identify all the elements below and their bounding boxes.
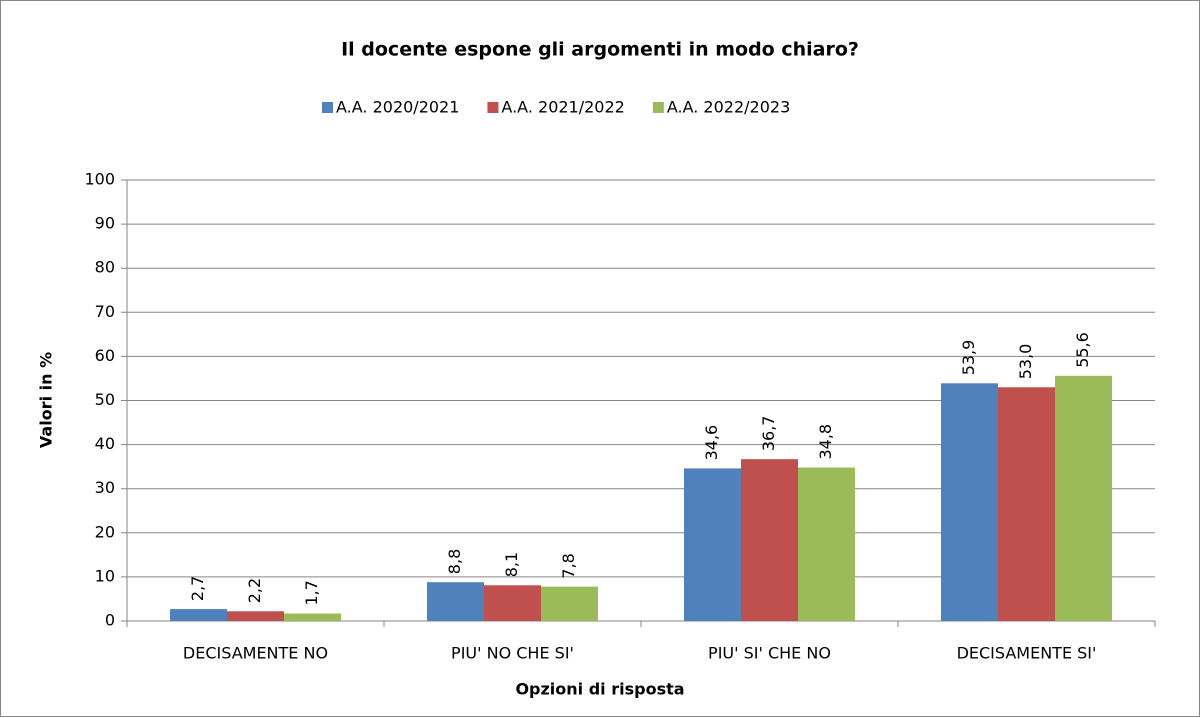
y-tick-label: 70 xyxy=(95,302,115,321)
legend-swatch xyxy=(322,102,333,113)
x-tick-label: DECISAMENTE NO xyxy=(183,644,328,663)
bar xyxy=(427,582,484,621)
data-label: 2,7 xyxy=(188,576,207,601)
data-label: 8,1 xyxy=(502,552,521,577)
y-tick-label: 20 xyxy=(95,522,115,541)
bar xyxy=(227,611,284,621)
y-tick-label: 30 xyxy=(95,478,115,497)
x-axis-label: Opzioni di risposta xyxy=(515,680,684,699)
chart-title: Il docente espone gli argomenti in modo … xyxy=(341,39,859,61)
data-label: 2,2 xyxy=(245,578,264,603)
x-tick-label: DECISAMENTE SI' xyxy=(957,644,1097,663)
data-label: 53,9 xyxy=(959,340,978,376)
y-tick-label: 80 xyxy=(95,258,115,277)
bar xyxy=(741,459,798,621)
y-tick-label: 60 xyxy=(95,346,115,365)
data-label: 34,8 xyxy=(816,424,835,460)
bar xyxy=(684,468,741,621)
bar xyxy=(484,585,541,621)
data-label: 8,8 xyxy=(445,549,464,574)
y-tick-label: 10 xyxy=(95,566,115,585)
data-label: 7,8 xyxy=(559,553,578,578)
bar xyxy=(1055,375,1112,621)
data-label: 55,6 xyxy=(1073,332,1092,368)
legend-swatch xyxy=(487,102,499,113)
x-tick-label: PIU' SI' CHE NO xyxy=(708,644,831,663)
y-tick-label: 40 xyxy=(95,434,115,453)
legend-label: A.A. 2021/2022 xyxy=(501,98,624,117)
data-label: 36,7 xyxy=(759,416,778,452)
y-tick-label: 100 xyxy=(84,170,115,189)
bar xyxy=(541,586,598,621)
bar xyxy=(998,387,1055,621)
bar xyxy=(170,609,227,621)
data-label: 34,6 xyxy=(702,425,721,461)
legend-label: A.A. 2022/2023 xyxy=(667,98,790,117)
bar xyxy=(798,467,855,621)
x-tick-label: PIU' NO CHE SI' xyxy=(451,644,574,663)
y-tick-label: 50 xyxy=(95,390,115,409)
legend-label: A.A. 2020/2021 xyxy=(336,98,459,117)
data-label: 1,7 xyxy=(302,580,321,605)
y-tick-label: 90 xyxy=(95,214,115,233)
legend-swatch xyxy=(652,102,664,113)
y-tick-label: 0 xyxy=(105,611,115,630)
bar xyxy=(284,613,341,621)
y-axis-label: Valori in % xyxy=(37,352,56,448)
data-label: 53,0 xyxy=(1016,344,1035,380)
bar xyxy=(941,383,998,621)
